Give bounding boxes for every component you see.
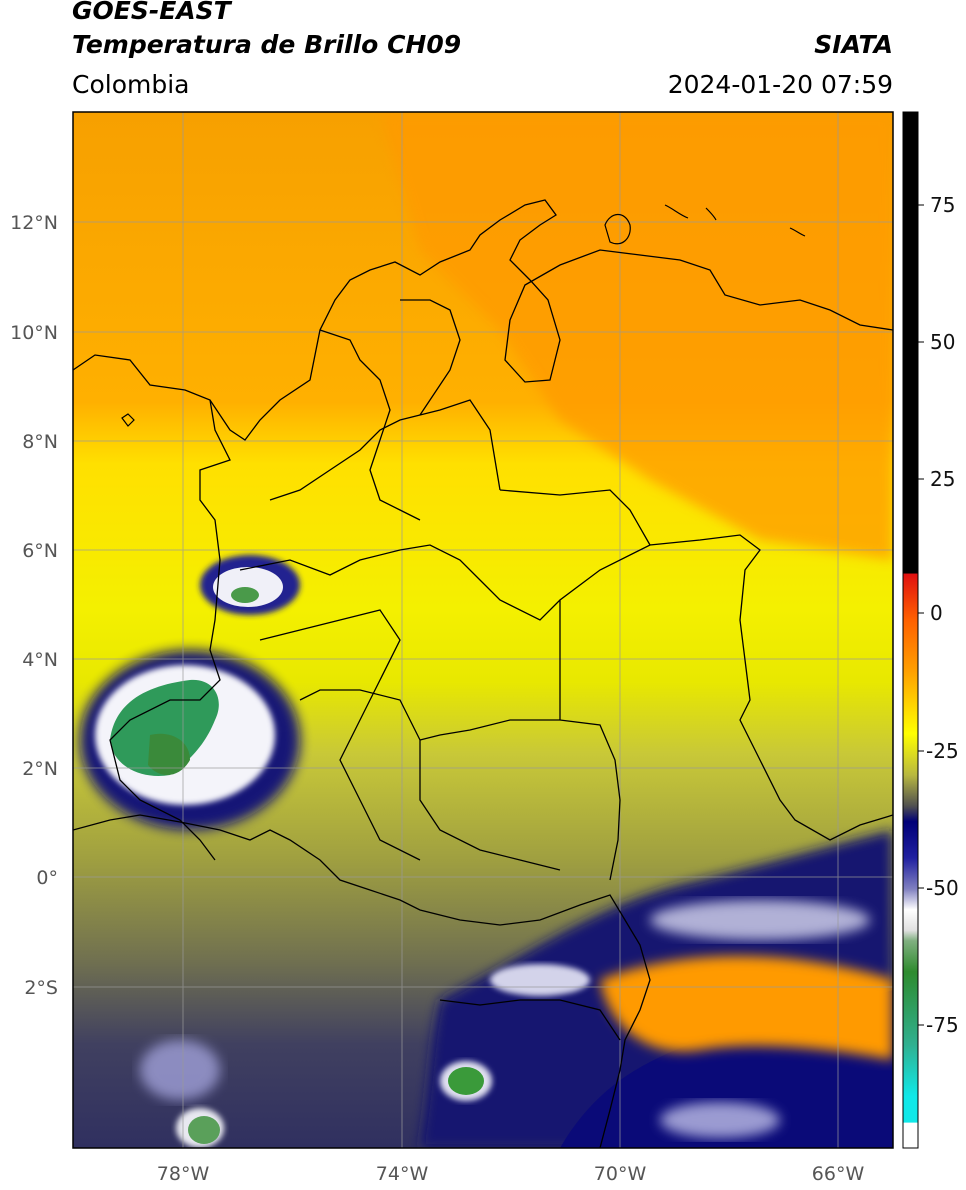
map-frame: [72, 111, 894, 1149]
colorbar-tick-25: 25: [930, 467, 955, 491]
lat-label-0: 0°: [36, 867, 58, 889]
lon-tick-labels: 78°W 74°W 70°W 66°W: [157, 1163, 865, 1185]
colorbar-tick-neg25: -25: [926, 739, 959, 763]
lat-label-2s: 2°S: [24, 977, 58, 999]
agency-label: SIATA: [814, 30, 893, 59]
lat-label-2n: 2°N: [22, 758, 58, 780]
brightness-temperature-field: [73, 112, 893, 1148]
colorbar-tick-50: 50: [930, 330, 955, 354]
lat-label-4n: 4°N: [22, 649, 58, 671]
lat-label-6n: 6°N: [22, 540, 58, 562]
colorbar-tick-neg75: -75: [926, 1013, 959, 1037]
map-gridlines: [73, 112, 893, 1148]
lat-label-12n: 12°N: [10, 212, 58, 234]
region-label: Colombia: [72, 70, 190, 99]
colorbar-tick-75: 75: [930, 193, 955, 217]
lat-label-8n: 8°N: [22, 431, 58, 453]
colorbar-tick-0: 0: [930, 601, 943, 625]
lon-label-74w: 74°W: [376, 1163, 429, 1185]
lon-label-78w: 78°W: [157, 1163, 210, 1185]
islands: [121, 204, 806, 427]
lon-label-66w: 66°W: [812, 1163, 865, 1185]
colorbar-tick-neg50: -50: [926, 876, 959, 900]
title-line1: GOES-EAST: [72, 0, 231, 25]
timestamp-label: 2024-01-20 07:59: [667, 70, 893, 99]
lat-tick-labels: 12°N 10°N 8°N 6°N 4°N 2°N 0° 2°S: [10, 212, 58, 999]
lat-label-10n: 10°N: [10, 322, 58, 344]
colorbar: 75 50 25 0 -25 -50 -75: [902, 111, 959, 1149]
colorbar-gradient: [903, 112, 918, 1148]
title-line2: Temperatura de Brillo CH09: [72, 30, 462, 59]
lon-label-70w: 70°W: [594, 1163, 647, 1185]
country-borders: [73, 199, 893, 1148]
